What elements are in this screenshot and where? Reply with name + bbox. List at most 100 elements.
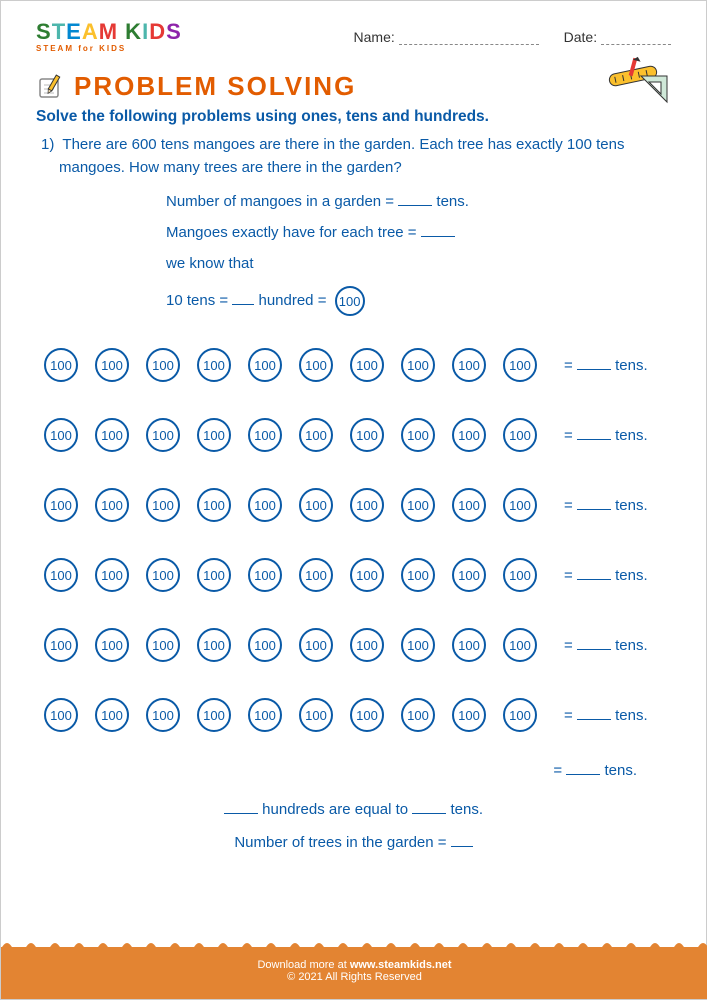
footer-link[interactable]: www.steamkids.net [350,959,452,971]
name-label: Name: [354,29,395,45]
row-blank[interactable] [577,497,611,510]
hundred-circle: 100 [503,348,537,382]
pencil-paper-icon [36,73,64,101]
hundred-circle: 100 [197,698,231,732]
hundred-circle: 100 [146,698,180,732]
hundred-circle: 100 [299,698,333,732]
brand-logo: STEAM KIDS [36,21,182,43]
hundred-circle: 100 [299,558,333,592]
hundred-circle: 100 [95,558,129,592]
row-equals: = tens. [564,357,648,374]
hundred-circle: 100 [503,698,537,732]
hundred-circle: 100 [197,348,231,382]
circle-row: 100100100100100100100100100100 = tens. [44,418,671,452]
ruler-triangle-icon [601,56,671,106]
date-blank[interactable] [601,31,671,45]
hundred-circle: 100 [146,628,180,662]
hundred-circle: 100 [44,558,78,592]
hundred-circle: 100 [350,698,384,732]
name-blank[interactable] [399,31,539,45]
fill-line-2: Mangoes exactly have for each tree = [36,224,671,241]
hundred-circle: 100 [197,558,231,592]
hundred-circle: 100 [197,628,231,662]
brand-tagline: STEAM for KIDS [36,44,182,53]
hundred-circle: 100 [401,558,435,592]
blank-2[interactable] [421,224,455,237]
circle-row: 100100100100100100100100100100 = tens. [44,628,671,662]
hundred-circle: 100 [146,418,180,452]
hundred-circle: 100 [401,628,435,662]
blank-3[interactable] [232,292,254,305]
row-equals: = tens. [564,707,648,724]
blank-1[interactable] [398,193,432,206]
hundred-circle: 100 [44,348,78,382]
hundred-circle: 100 [401,698,435,732]
row-blank[interactable] [577,357,611,370]
title-row: PROBLEM SOLVING [36,71,671,102]
hundred-circle: 100 [248,558,282,592]
instruction-text: Solve the following problems using ones,… [36,108,671,126]
row-blank[interactable] [577,637,611,650]
hundred-circle: 100 [350,418,384,452]
date-label: Date: [564,29,597,45]
logo-block: STEAM KIDS STEAM for KIDS [36,21,182,53]
row-blank[interactable] [577,567,611,580]
blank-tens[interactable] [412,801,446,814]
name-field[interactable]: Name: [354,29,539,45]
blank-trees[interactable] [451,834,473,847]
fill-line-1: Number of mangoes in a garden = tens. [36,193,671,210]
hundred-circle: 100 [503,558,537,592]
hundred-circle: 100 [452,628,486,662]
hundred-circle: 100 [197,488,231,522]
hundred-circle: 100 [95,628,129,662]
hundred-circle: 100 [146,348,180,382]
summary-line-1: hundreds are equal to tens. [36,801,671,818]
blank-total[interactable] [566,762,600,775]
hundred-circle: 100 [146,488,180,522]
hundred-circle: 100 [503,418,537,452]
fill-line-4: 10 tens = hundred = 100 [36,286,671,316]
fill-line-3: we know that [36,255,671,272]
hundred-circle: 100 [95,418,129,452]
hundred-circle: 100 [44,418,78,452]
question-text: There are 600 tens mangoes are there in … [59,136,624,176]
hundred-circle: 100 [299,628,333,662]
hundred-circle: 100 [452,558,486,592]
row-equals: = tens. [564,637,648,654]
row-equals: = tens. [564,497,648,514]
hundred-circle: 100 [146,558,180,592]
hundred-circle: 100 [401,418,435,452]
hundred-circle: 100 [350,348,384,382]
row-blank[interactable] [577,707,611,720]
header-row: STEAM KIDS STEAM for KIDS Name: Date: [36,21,671,53]
hundred-circle: 100 [44,488,78,522]
hundred-circle: 100 [44,698,78,732]
hundred-circle: 100 [452,488,486,522]
hundred-circle: 100 [248,348,282,382]
row-equals: = tens. [564,427,648,444]
date-field[interactable]: Date: [564,29,671,45]
hundred-circle-inline: 100 [335,286,365,316]
blank-hundreds[interactable] [224,801,258,814]
hundred-circle: 100 [299,488,333,522]
row-blank[interactable] [577,427,611,440]
hundred-circle: 100 [503,488,537,522]
hundred-circle: 100 [452,348,486,382]
hundred-circle: 100 [401,348,435,382]
hundred-circle: 100 [95,348,129,382]
page-title: PROBLEM SOLVING [74,71,356,102]
hundred-circle: 100 [197,418,231,452]
hundred-circle: 100 [299,418,333,452]
summary-line-2: Number of trees in the garden = [36,834,671,851]
hundred-circle: 100 [350,558,384,592]
footer-line-1: Download more at www.steamkids.net [1,959,707,971]
worksheet-page: STEAM KIDS STEAM for KIDS Name: Date: [0,0,707,1000]
hundred-circle: 100 [95,488,129,522]
hundred-circle: 100 [503,628,537,662]
total-row: = tens. [36,762,671,779]
hundred-circle: 100 [350,488,384,522]
hundred-circle: 100 [350,628,384,662]
hundred-circle: 100 [248,628,282,662]
question-1: 1) There are 600 tens mangoes are there … [54,134,671,179]
circle-row: 100100100100100100100100100100 = tens. [44,698,671,732]
